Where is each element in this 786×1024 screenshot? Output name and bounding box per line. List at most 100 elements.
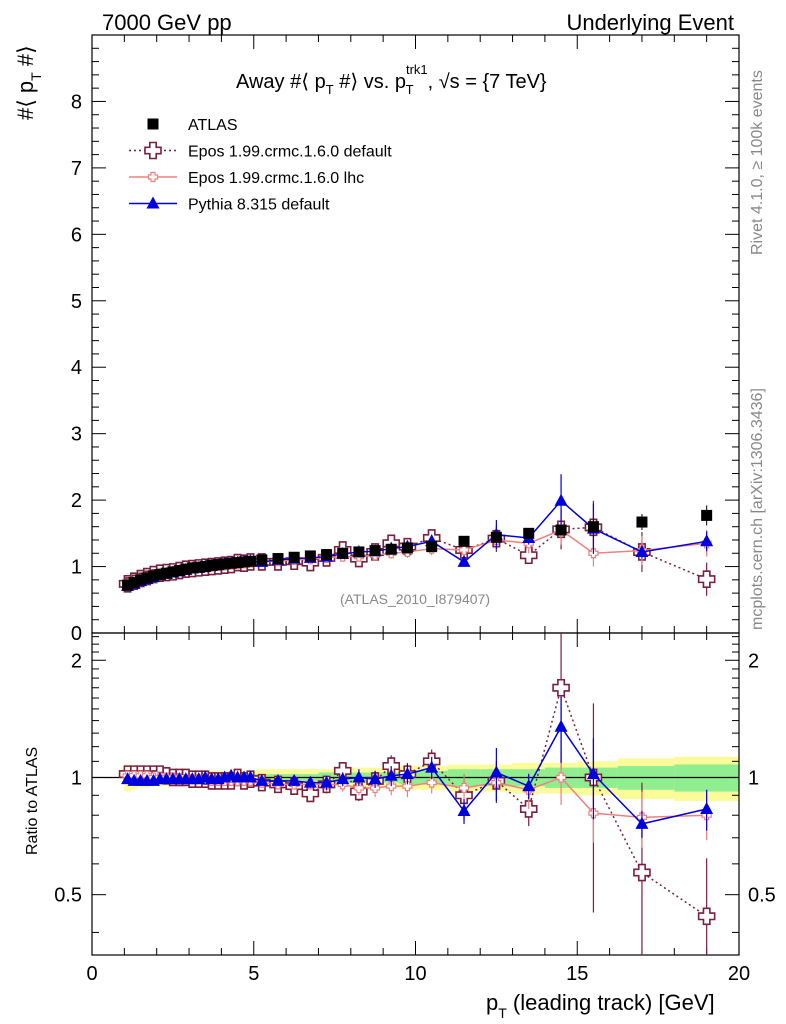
epos-default-ratio-point <box>633 863 651 882</box>
y-axis-label: #⟨ pT #⟩ <box>13 45 44 120</box>
epos-default-point <box>697 570 716 588</box>
pythia-ratio-point <box>489 765 503 778</box>
pythia-ratio-point <box>384 768 398 781</box>
pythia-ratio-point <box>244 770 258 783</box>
x-tick-label: 5 <box>248 963 259 985</box>
pythia-ratio-point <box>554 719 568 732</box>
legend-label: Epos 1.99.crmc.1.6.0 default <box>188 144 392 161</box>
header-right: Underlying Event <box>566 10 734 35</box>
atlas-point <box>128 577 140 589</box>
atlas-point <box>523 527 535 539</box>
pythia-ratio-point <box>522 779 536 792</box>
y-tick-label: 4 <box>71 357 82 379</box>
atlas-point <box>353 546 365 558</box>
atlas-point <box>147 570 159 582</box>
atlas-point <box>369 545 381 557</box>
legend-marker-epos-lhc <box>147 171 159 183</box>
epos-lhc-ratio-point <box>402 781 413 792</box>
ratio-tick-label-right: 0.5 <box>748 885 776 907</box>
x-tick-label: 15 <box>566 963 588 985</box>
atlas-point <box>141 572 153 584</box>
pythia-ratio-point <box>303 775 317 788</box>
x-tick-label: 0 <box>86 963 97 985</box>
pythia-point <box>635 544 649 557</box>
ratio-tick-label-left: 1 <box>71 767 82 789</box>
epos-default-ratio-point <box>301 784 320 803</box>
y-tick-label: 5 <box>71 291 82 313</box>
ratio-tick-label-right: 1 <box>748 767 759 789</box>
epos-lhc-ratio-point <box>353 782 364 794</box>
atlas-point <box>160 567 172 579</box>
epos-lhc-ratio-point <box>426 777 437 788</box>
atlas-point <box>238 556 250 568</box>
atlas-point <box>206 559 218 571</box>
pythia-ratio-point <box>287 773 301 786</box>
epos-lhc-ratio-point <box>458 782 470 794</box>
atlas-point <box>122 579 134 591</box>
atlas-point <box>225 557 237 569</box>
atlas-point <box>193 561 205 573</box>
atlas-point <box>272 553 284 565</box>
pythia-ratio-point <box>368 772 382 785</box>
axis-ticks <box>91 34 740 955</box>
atlas-point <box>385 543 397 555</box>
x-tick-label: 10 <box>404 963 426 985</box>
pythia-point <box>457 554 471 567</box>
atlas-point <box>401 542 413 554</box>
pythia-ratio-point <box>336 772 350 785</box>
ratio-tick-label-right: 2 <box>748 650 759 672</box>
atlas-point <box>636 516 648 528</box>
pythia-ratio-point <box>255 773 269 786</box>
y-tick-label: 3 <box>71 424 82 446</box>
atlas-point <box>245 555 257 567</box>
epos-default-line <box>127 526 707 585</box>
axis-tick-labels: 0 5 10 15 20 0 1 2 3 4 5 6 7 8 0.5 0.5 1 1 2 2 <box>54 91 776 985</box>
atlas-point <box>587 521 599 533</box>
ratio-tick-label-left: 2 <box>71 650 82 672</box>
pythia-ratio-point <box>586 767 600 780</box>
ratio-tick-label-left: 0.5 <box>54 885 82 907</box>
atlas-point <box>186 562 198 574</box>
header-left: 7000 GeV pp <box>102 10 232 35</box>
pythia-ratio-point <box>425 760 439 773</box>
pythia-ratio-point <box>635 816 649 829</box>
atlas-point <box>212 559 224 571</box>
epos-default-ratio-point <box>552 678 570 697</box>
atlas-point <box>337 547 349 559</box>
atlas-point <box>426 541 438 553</box>
legend-marker-epos-default <box>144 141 162 160</box>
atlas-point <box>458 535 470 547</box>
epos-lhc-ratio-point <box>369 782 381 794</box>
atlas-point <box>321 549 333 561</box>
atlas-point <box>135 574 147 586</box>
y-tick-label: 1 <box>71 557 82 579</box>
atlas-point <box>490 531 502 543</box>
atlas-point <box>219 558 231 570</box>
pythia-ratio-point <box>352 770 366 783</box>
y-tick-label: 8 <box>71 91 82 113</box>
mcplots-label: mcplots.cern.ch [arXiv:1306.3436] <box>749 388 766 630</box>
atlas-point <box>701 509 713 521</box>
legend-label: Pythia 8.315 default <box>188 197 330 214</box>
pythia-ratio-point <box>457 804 471 817</box>
analysis-watermark: (ATLAS_2010_I879407) <box>340 591 490 607</box>
atlas-point <box>256 554 268 566</box>
atlas-point <box>167 566 179 578</box>
legend: ATLAS Epos 1.99.crmc.1.6.0 default Epos 1.… <box>129 117 392 214</box>
legend-label: ATLAS <box>188 117 238 134</box>
legend-marker-pythia <box>146 196 160 209</box>
atlas-point <box>154 569 166 581</box>
x-axis-label: pT (leading track) [GeV] <box>486 990 715 1021</box>
pythia-ratio-point <box>271 773 285 786</box>
data-series <box>118 474 716 955</box>
legend-label: Epos 1.99.crmc.1.6.0 lhc <box>188 170 364 187</box>
atlas-point <box>304 550 316 562</box>
pythia-ratio-point <box>320 775 334 788</box>
y-tick-label: 2 <box>71 490 82 512</box>
legend-marker-atlas <box>147 118 159 130</box>
y-tick-label: 0 <box>71 623 82 645</box>
y-tick-label: 6 <box>71 224 82 246</box>
pythia-ratio-point <box>700 801 714 814</box>
epos-default-point <box>519 546 538 565</box>
